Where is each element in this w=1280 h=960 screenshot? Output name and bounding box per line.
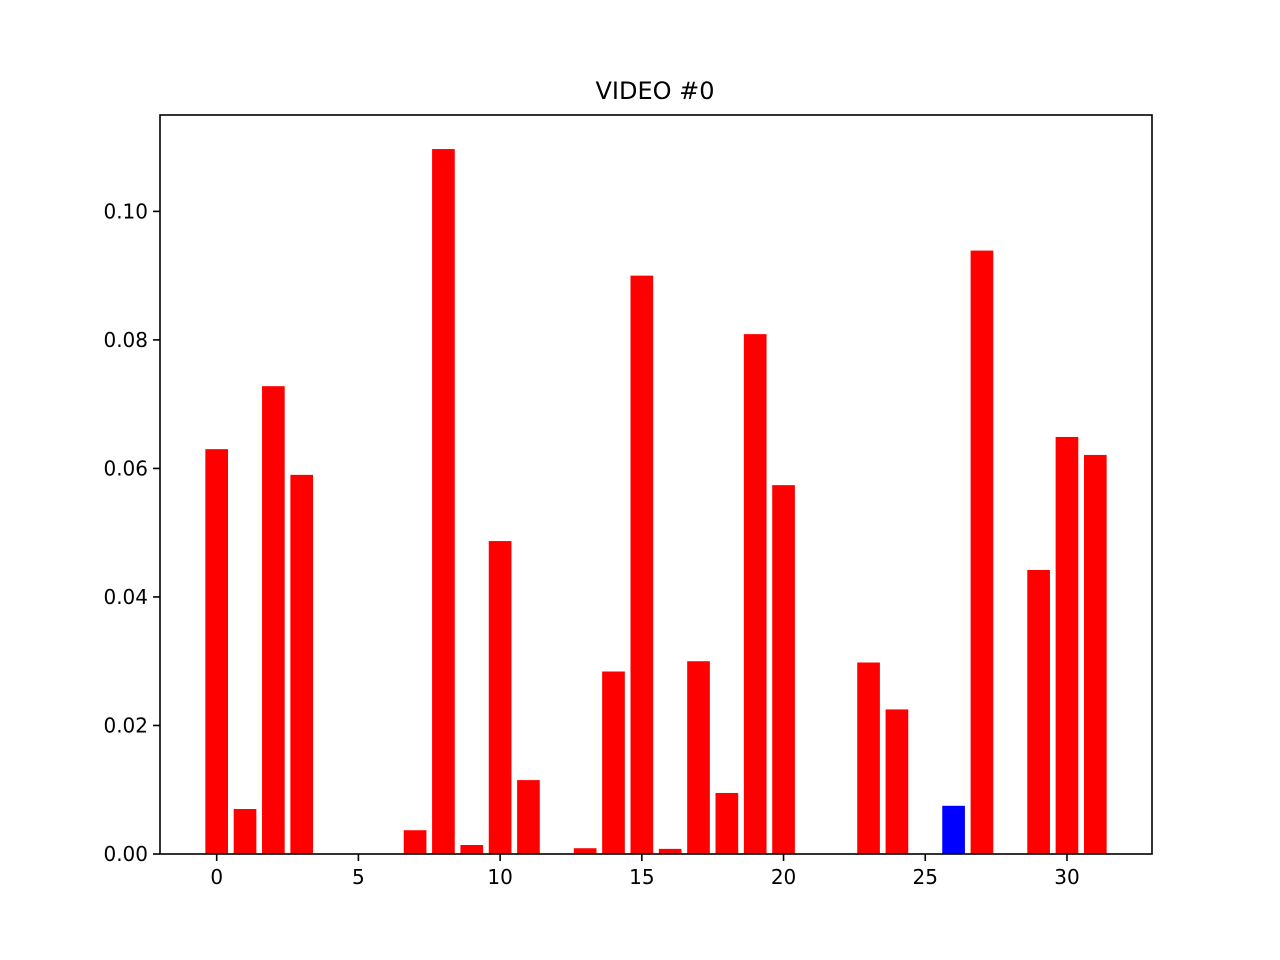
bar-20 bbox=[772, 485, 795, 854]
x-axis: 0 5 10 15 20 25 30 bbox=[210, 854, 1080, 889]
bar-14 bbox=[602, 671, 625, 854]
y-tick-label: 0.04 bbox=[103, 585, 148, 609]
bar-9 bbox=[460, 845, 484, 854]
x-tick-label: 5 bbox=[352, 865, 365, 889]
x-tick-label: 15 bbox=[629, 865, 654, 889]
bar-2 bbox=[262, 386, 285, 854]
bar-27 bbox=[970, 250, 994, 855]
bar-highlighted-26 bbox=[942, 805, 965, 854]
bar-16 bbox=[658, 848, 682, 854]
x-tick-label: 0 bbox=[210, 865, 223, 889]
bar-30 bbox=[1055, 436, 1079, 854]
bar-0 bbox=[205, 449, 229, 854]
bars-layer bbox=[205, 149, 1107, 855]
plot-frame bbox=[159, 114, 1153, 855]
bar-15 bbox=[630, 275, 654, 854]
bar-23 bbox=[857, 662, 880, 854]
bar-7 bbox=[403, 830, 427, 854]
bar-11 bbox=[517, 780, 540, 854]
bar-24 bbox=[885, 709, 909, 854]
bar-18 bbox=[715, 792, 739, 854]
bar-31 bbox=[1083, 454, 1107, 854]
y-tick-label: 0.00 bbox=[103, 842, 148, 866]
x-tick-label: 20 bbox=[771, 865, 796, 889]
y-axis: 0.00 0.02 0.04 0.06 0.08 0.10 bbox=[103, 199, 160, 866]
bar-13 bbox=[573, 848, 597, 854]
bar-8 bbox=[432, 149, 455, 854]
x-tick-label: 30 bbox=[1054, 865, 1079, 889]
x-tick-label: 25 bbox=[913, 865, 938, 889]
chart-title: VIDEO #0 bbox=[595, 77, 714, 105]
bar-17 bbox=[687, 661, 710, 854]
x-tick-label: 10 bbox=[487, 865, 512, 889]
bar-19 bbox=[743, 334, 767, 854]
y-tick-label: 0.06 bbox=[103, 456, 148, 480]
bar-10 bbox=[488, 541, 512, 854]
bar-29 bbox=[1027, 569, 1050, 854]
y-tick-label: 0.10 bbox=[103, 199, 148, 223]
bar-1 bbox=[233, 809, 257, 854]
y-tick-label: 0.08 bbox=[103, 328, 148, 352]
y-tick-label: 0.02 bbox=[103, 713, 148, 737]
bar-3 bbox=[290, 474, 314, 854]
